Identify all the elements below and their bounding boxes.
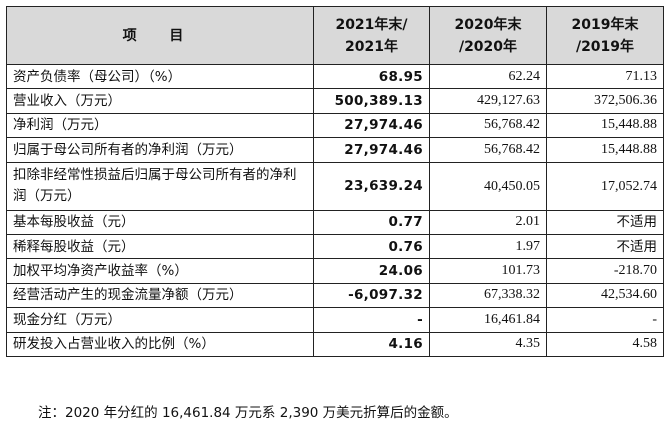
row-label: 现金分红（万元） — [6, 307, 314, 333]
cell-2019: 不适用 — [546, 209, 664, 235]
cell-2021: 0.77 — [313, 209, 430, 235]
cell-2019: 15,448.88 — [546, 112, 664, 139]
table-row: 营业收入（万元） 500,389.13 429,127.63 372,506.3… — [6, 88, 664, 114]
header-2020-text: 2020年末 /2020年 — [454, 16, 522, 55]
cell-2019: 42,534.60 — [546, 282, 664, 309]
table-row: 资产负债率（母公司）（%） 68.95 62.24 71.13 — [6, 63, 664, 90]
row-label: 加权平均净资产收益率（%） — [6, 258, 314, 284]
cell-2021: 24.06 — [313, 258, 430, 284]
row-label: 资产负债率（母公司）（%） — [6, 63, 314, 90]
cell-2020: 67,338.32 — [429, 282, 547, 309]
cell-2020: 56,768.42 — [429, 137, 547, 163]
row-label: 净利润（万元） — [6, 112, 314, 139]
table-row: 研发投入占营业收入的比例（%） 4.16 4.35 4.58 — [6, 331, 664, 357]
table-row: 归属于母公司所有者的净利润（万元） 27,974.46 56,768.42 15… — [6, 137, 664, 163]
table-row: 基本每股收益（元） 0.77 2.01 不适用 — [6, 209, 664, 235]
table-row: 扣除非经常性损益后归属于母公司所有者的净利润（万元） 23,639.24 40,… — [6, 161, 664, 211]
cell-2020: 16,461.84 — [429, 307, 547, 333]
cell-2020: 62.24 — [429, 63, 547, 90]
cell-2021: 23,639.24 — [313, 161, 430, 211]
table-row: 现金分红（万元） - 16,461.84 - — [6, 307, 664, 333]
table-row: 稀释每股收益（元） 0.76 1.97 不适用 — [6, 233, 664, 260]
cell-2020: 40,450.05 — [429, 161, 547, 211]
header-item: 项 目 — [6, 6, 314, 65]
cell-2019: -218.70 — [546, 258, 664, 284]
header-2019-text: 2019年末 /2019年 — [571, 16, 639, 55]
header-2020: 2020年末 /2020年 — [429, 6, 547, 65]
cell-2019: 不适用 — [546, 233, 664, 260]
cell-2021: 0.76 — [313, 233, 430, 260]
row-label: 经营活动产生的现金流量净额（万元） — [6, 282, 314, 309]
cell-2021: 500,389.13 — [313, 88, 430, 114]
table-row: 净利润（万元） 27,974.46 56,768.42 15,448.88 — [6, 112, 664, 139]
cell-2021: -6,097.32 — [313, 282, 430, 309]
table-footnote: 注：2020 年分红的 16,461.84 万元系 2,390 万美元折算后的金… — [38, 405, 458, 421]
cell-2021: 68.95 — [313, 63, 430, 90]
cell-2019: 15,448.88 — [546, 137, 664, 163]
row-label: 归属于母公司所有者的净利润（万元） — [6, 137, 314, 163]
row-label: 营业收入（万元） — [6, 88, 314, 114]
table-header-row: 项 目 2021年末/ 2021年 2020年末 /2020年 2019年末 /… — [6, 6, 664, 65]
header-2021: 2021年末/ 2021年 — [313, 6, 430, 65]
row-label: 基本每股收益（元） — [6, 209, 314, 235]
financial-indicators-table: 项 目 2021年末/ 2021年 2020年末 /2020年 2019年末 /… — [6, 6, 664, 357]
cell-2020: 2.01 — [429, 209, 547, 235]
cell-2019: 71.13 — [546, 63, 664, 90]
cell-2019: - — [546, 307, 664, 333]
cell-2021: 4.16 — [313, 331, 430, 357]
cell-2020: 1.97 — [429, 233, 547, 260]
cell-2021: - — [313, 307, 430, 333]
table-row: 经营活动产生的现金流量净额（万元） -6,097.32 67,338.32 42… — [6, 282, 664, 309]
table-row: 加权平均净资产收益率（%） 24.06 101.73 -218.70 — [6, 258, 664, 284]
header-2021-text: 2021年末/ 2021年 — [335, 16, 408, 55]
cell-2020: 429,127.63 — [429, 88, 547, 114]
cell-2019: 4.58 — [546, 331, 664, 357]
header-2019: 2019年末 /2019年 — [546, 6, 664, 65]
row-label: 扣除非经常性损益后归属于母公司所有者的净利润（万元） — [6, 161, 314, 211]
cell-2019: 17,052.74 — [546, 161, 664, 211]
cell-2020: 101.73 — [429, 258, 547, 284]
cell-2021: 27,974.46 — [313, 112, 430, 139]
cell-2021: 27,974.46 — [313, 137, 430, 163]
row-label: 研发投入占营业收入的比例（%） — [6, 331, 314, 357]
cell-2019: 372,506.36 — [546, 88, 664, 114]
row-label: 稀释每股收益（元） — [6, 233, 314, 260]
cell-2020: 56,768.42 — [429, 112, 547, 139]
cell-2020: 4.35 — [429, 331, 547, 357]
